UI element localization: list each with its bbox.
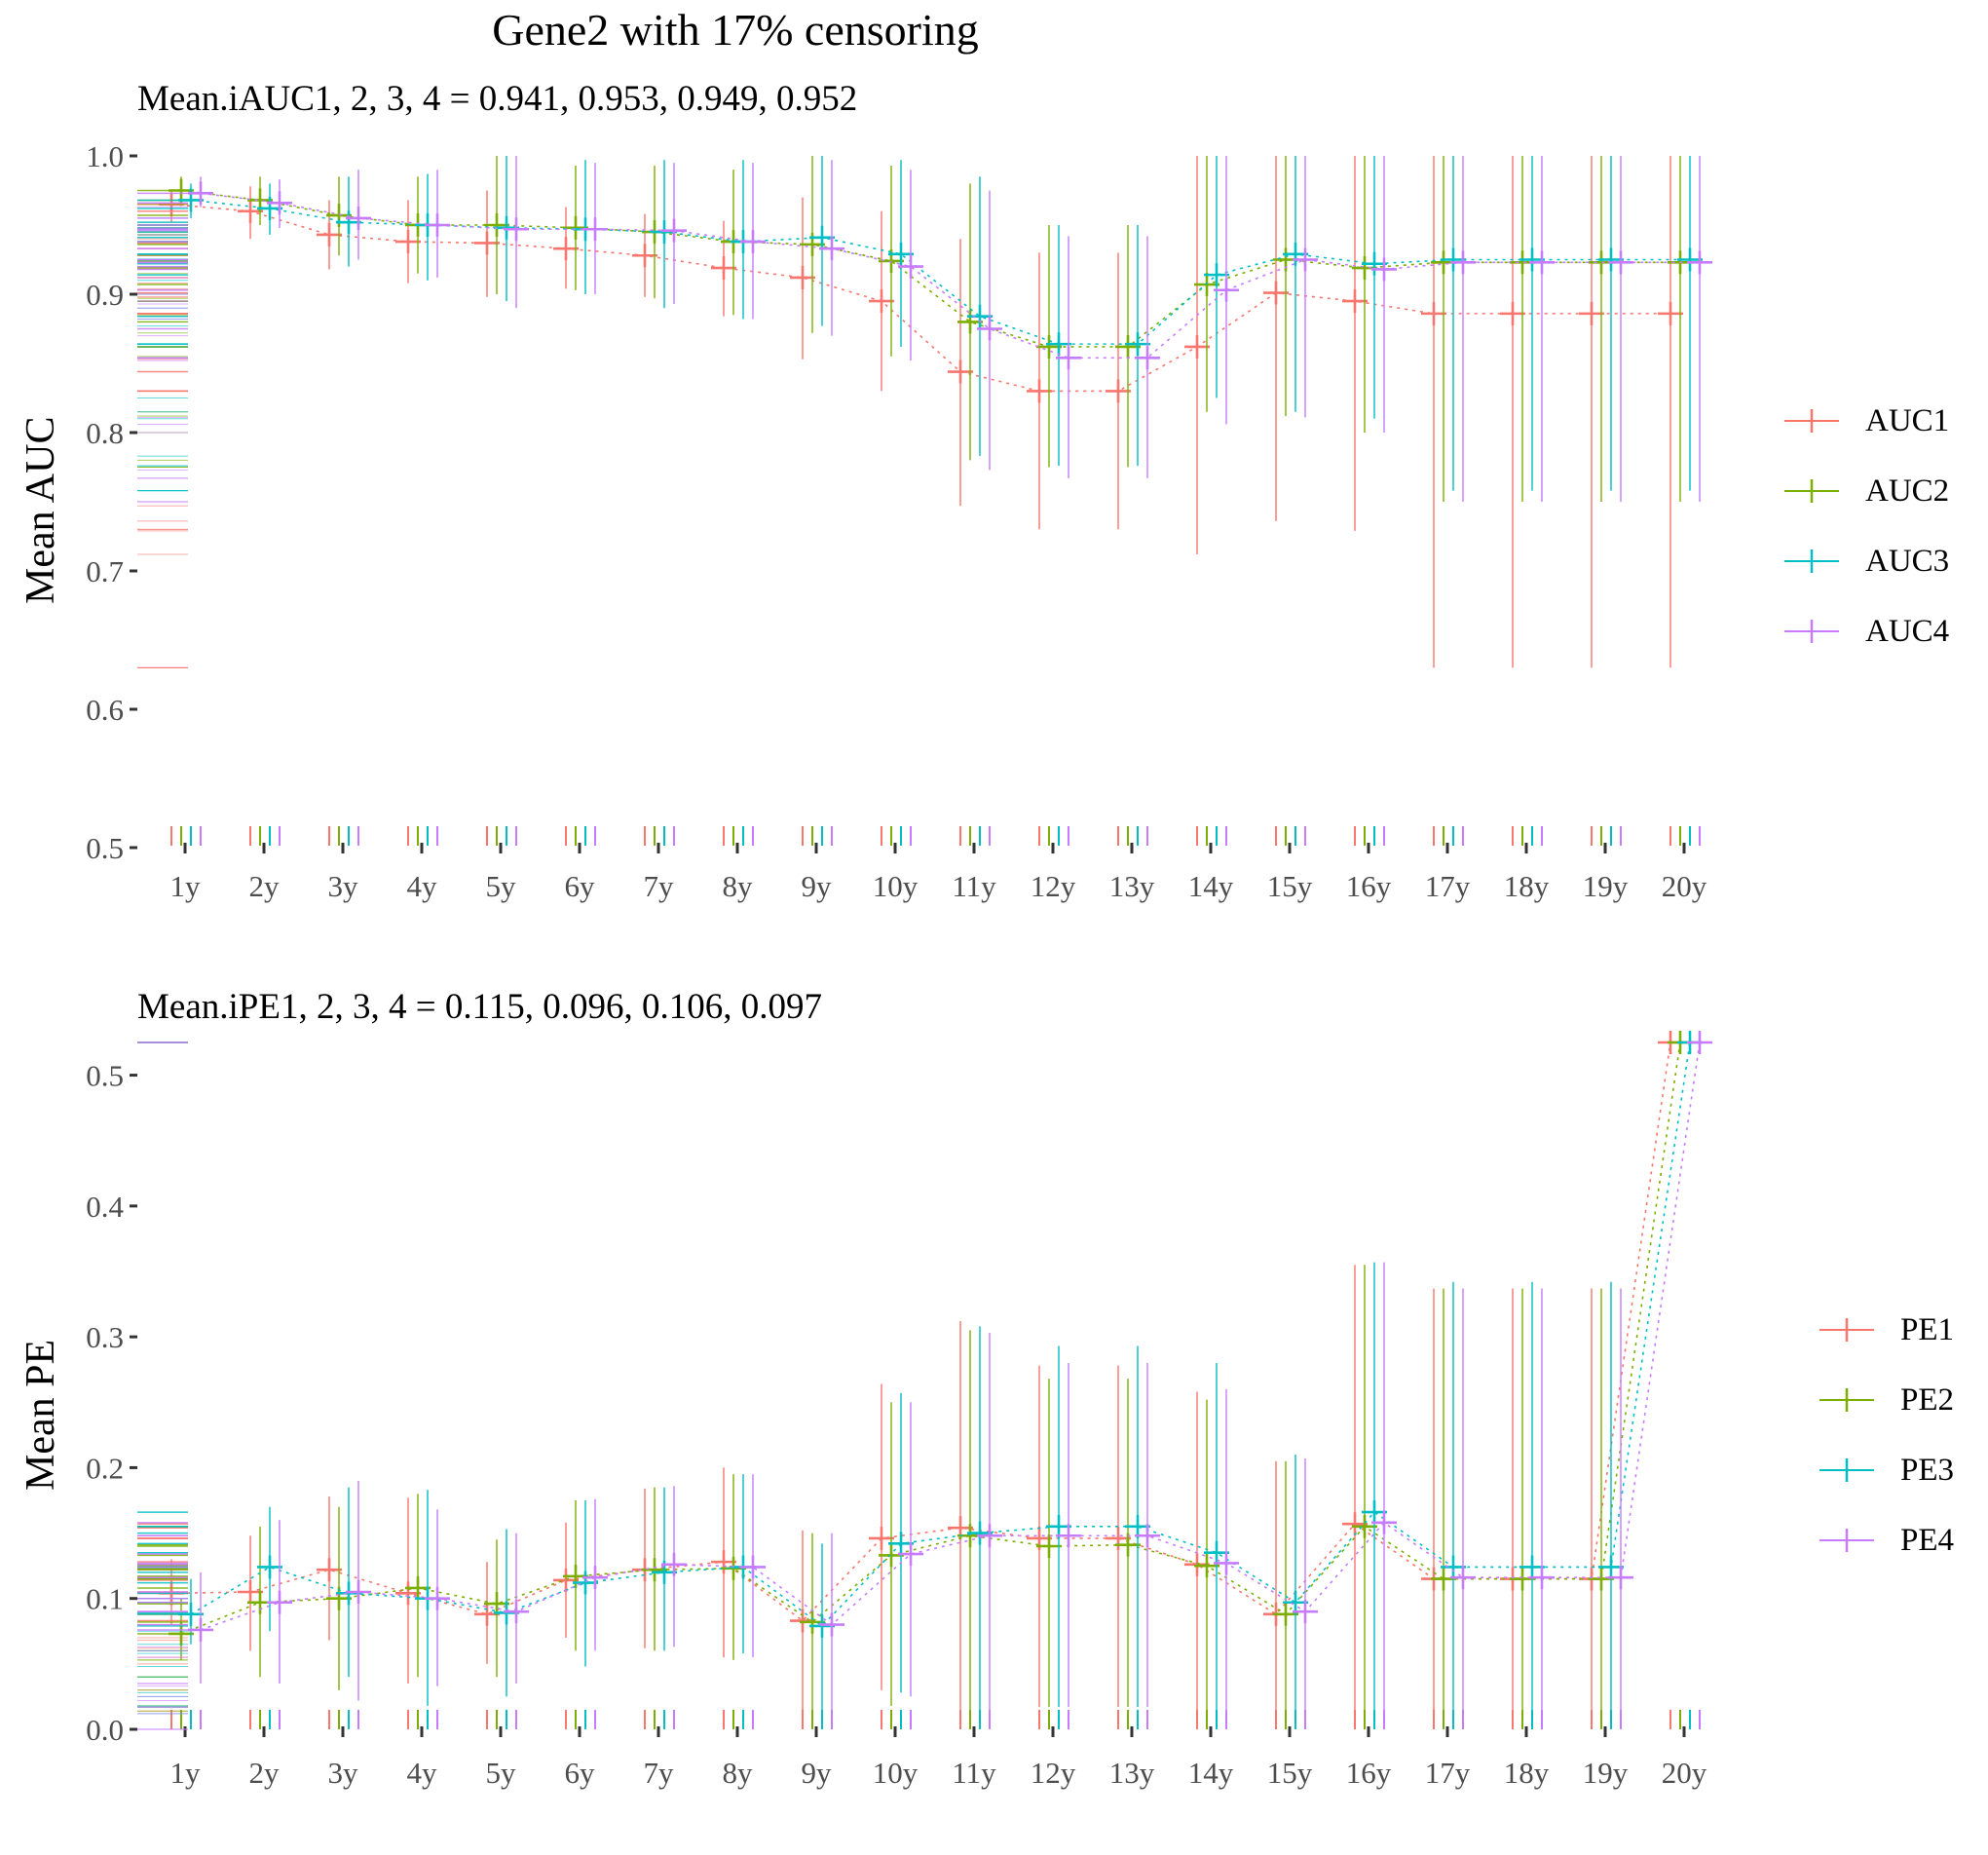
auc-x-tick-label: 11y — [952, 869, 996, 903]
pe-x-tick-label: 13y — [1109, 1756, 1155, 1790]
pe-x-tick-label: 8y — [723, 1756, 754, 1790]
legend-key-auc2 — [1784, 479, 1839, 503]
pe-series-line-pe1 — [170, 1041, 1671, 1622]
auc-x-tick-label: 8y — [723, 869, 754, 903]
legend-key-auc3 — [1784, 549, 1839, 573]
legend-key-pe3 — [1819, 1458, 1874, 1482]
auc-series-line-auc4 — [200, 192, 1700, 360]
pe-x-tick-label: 17y — [1425, 1756, 1471, 1790]
legend-label-pe4: PE4 — [1900, 1523, 1955, 1558]
auc-x-tick-label: 13y — [1109, 869, 1155, 903]
auc-y-tick-label: 0.9 — [86, 278, 124, 312]
auc-x-tick-label: 18y — [1504, 869, 1550, 903]
auc-x-tick-label: 6y — [565, 869, 596, 903]
pe-x-tick-label: 9y — [802, 1756, 833, 1790]
auc-y-tick-label: 0.5 — [86, 831, 124, 865]
auc-y-tick-label: 0.7 — [86, 554, 124, 588]
pe-y-tick-label: 0.0 — [86, 1713, 124, 1747]
pe-plot-area: 0.0 0.1 0.2 0.3 0.4 0.5 1y 2y 3y 4y 5y 6y 7y 8y 9y 10y 1… — [86, 1031, 1712, 1790]
auc-x-tick-label: 10y — [873, 869, 919, 903]
legend-item-auc4: AUC4 — [1782, 612, 1988, 651]
pe-x-tick-label: 6y — [565, 1756, 596, 1790]
pe-x-tick-label: 10y — [873, 1756, 919, 1790]
legend-key-auc1 — [1784, 409, 1839, 433]
pe-x-tick-label: 19y — [1583, 1756, 1629, 1790]
auc-y-tick-label: 0.8 — [86, 416, 124, 450]
legend-label-auc4: AUC4 — [1865, 614, 1950, 649]
legend-item-pe4: PE4 — [1818, 1521, 1988, 1560]
pe-x-tick-label: 14y — [1188, 1756, 1234, 1790]
pe-series-line-pe3 — [190, 1041, 1691, 1627]
auc-x-tick-label: 14y — [1188, 869, 1234, 903]
pe-y-tick-label: 0.1 — [86, 1582, 124, 1616]
pe-series-line-pe4 — [200, 1041, 1701, 1631]
pe-subtitle: Mean.iPE1, 2, 3, 4 = 0.115, 0.096, 0.106… — [137, 987, 822, 1027]
legend-key-pe4 — [1819, 1529, 1874, 1552]
legend-label-auc2: AUC2 — [1865, 473, 1950, 509]
pe-x-tick-label: 5y — [486, 1756, 517, 1790]
legend-key-pe1 — [1819, 1318, 1874, 1342]
auc-x-tick-label: 1y — [170, 869, 202, 903]
legend-label-auc1: AUC1 — [1865, 403, 1950, 438]
auc-x-tick-label: 19y — [1583, 869, 1629, 903]
pe-x-tick-label: 1y — [170, 1756, 202, 1790]
auc-x-tick-label: 20y — [1662, 869, 1707, 903]
pe-x-tick-label: 20y — [1662, 1756, 1707, 1790]
legend-item-pe2: PE2 — [1818, 1381, 1988, 1420]
pe-x-tick-label: 16y — [1346, 1756, 1392, 1790]
legend-item-auc3: AUC3 — [1782, 542, 1988, 581]
auc-x-tick-label: 17y — [1425, 869, 1471, 903]
legend-item-pe3: PE3 — [1818, 1451, 1988, 1490]
pe-x-tick-label: 4y — [407, 1756, 438, 1790]
auc-y-tick-label: 0.6 — [86, 693, 124, 727]
auc-x-tick-label: 5y — [486, 869, 517, 903]
pe-x-tick-label: 3y — [328, 1756, 359, 1790]
pe-y-tick-label: 0.5 — [86, 1059, 124, 1093]
auc-series-line-auc2 — [180, 189, 1680, 348]
auc-x-tick-label: 15y — [1267, 869, 1313, 903]
auc-x-tick-label: 3y — [328, 869, 359, 903]
auc-plot-area: 0.5 0.6 0.7 0.8 0.9 1.0 1y 2y 3y 4y 5y 6y 7y 8y 9y 10y 1… — [86, 139, 1712, 903]
legend-label-auc3: AUC3 — [1865, 544, 1950, 579]
auc-subtitle: Mean.iAUC1, 2, 3, 4 = 0.941, 0.953, 0.94… — [137, 79, 858, 119]
pe-x-tick-label: 2y — [249, 1756, 281, 1790]
auc-series-line-auc1 — [170, 203, 1670, 393]
pe-x-tick-label: 18y — [1504, 1756, 1550, 1790]
pe-y-tick-label: 0.2 — [86, 1451, 124, 1485]
pe-x-tick-label: 11y — [952, 1756, 996, 1790]
auc-series-line-auc3 — [190, 199, 1690, 345]
legend-label-pe2: PE2 — [1900, 1382, 1955, 1418]
auc-x-tick-label: 16y — [1346, 869, 1392, 903]
auc-y-tick-label: 1.0 — [86, 139, 124, 173]
legend-label-pe3: PE3 — [1900, 1453, 1955, 1488]
pe-y-tick-label: 0.4 — [86, 1190, 124, 1224]
auc-x-tick-label: 12y — [1031, 869, 1076, 903]
pe-x-tick-label: 12y — [1031, 1756, 1076, 1790]
pe-x-tick-label: 7y — [644, 1756, 675, 1790]
auc-x-tick-label: 9y — [802, 869, 833, 903]
legend-key-auc4 — [1784, 620, 1839, 643]
legend-key-pe2 — [1819, 1388, 1874, 1412]
chart-main-title: Gene2 with 17% censoring — [492, 5, 979, 55]
auc-x-tick-label: 4y — [407, 869, 438, 903]
legend-item-auc2: AUC2 — [1782, 472, 1988, 511]
pe-x-tick-label: 15y — [1267, 1756, 1313, 1790]
pe-series-line-pe2 — [180, 1041, 1681, 1635]
auc-x-tick-label: 2y — [249, 869, 281, 903]
auc-x-tick-label: 7y — [644, 869, 675, 903]
legend-label-pe1: PE1 — [1900, 1312, 1955, 1347]
legend-item-auc1: AUC1 — [1782, 401, 1988, 440]
legend-item-pe1: PE1 — [1818, 1310, 1988, 1349]
pe-y-tick-label: 0.3 — [86, 1320, 124, 1354]
